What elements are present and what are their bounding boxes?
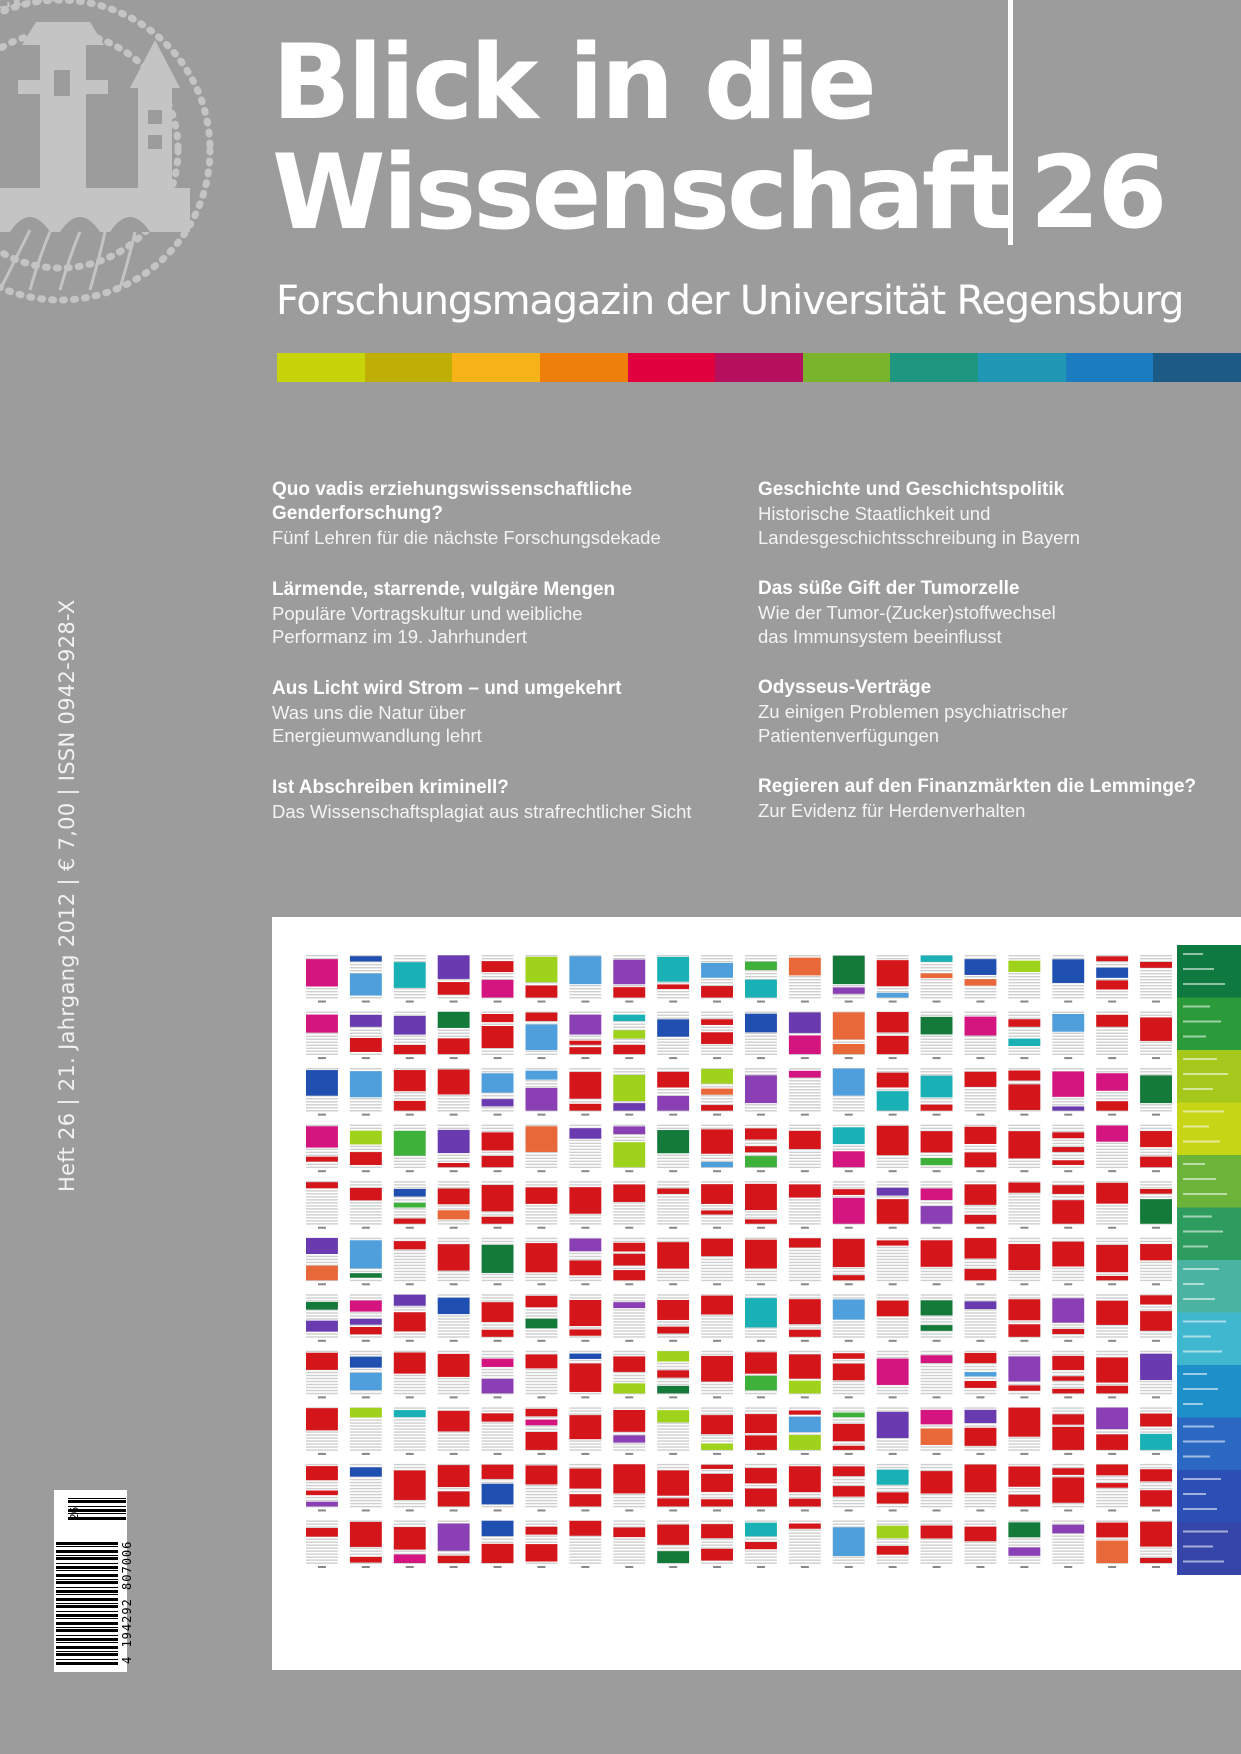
article-teaser[interactable]: Lärmende, starrende, vulgäre Mengen Popu… bbox=[272, 578, 742, 649]
barcode: 26 4 194292 807006 bbox=[54, 1490, 134, 1672]
title-divider bbox=[1008, 0, 1013, 245]
article-title: Das süße Gift der Tumorzelle bbox=[758, 578, 1020, 599]
source-color-legend bbox=[1177, 945, 1241, 1575]
article-subtitle: Populäre Vortragskultur und weibliche Pe… bbox=[272, 602, 583, 648]
cover-image-panel bbox=[272, 917, 1241, 1670]
color-bar bbox=[277, 353, 1241, 382]
magazine-subtitle: Forschungsmagazin der Universität Regens… bbox=[276, 278, 1184, 324]
color-bar-segment bbox=[539, 353, 628, 382]
article-teaser[interactable]: Aus Licht wird Strom – und umgekehrt Was… bbox=[272, 677, 742, 748]
university-seal-logo: GILLVM bbox=[0, 0, 214, 304]
article-subtitle: Wie der Tumor-(Zucker)stoffwechsel das I… bbox=[758, 602, 1056, 647]
issue-number: 26 bbox=[1030, 134, 1167, 251]
article-subtitle: Zur Evidenz für Herdenverhalten bbox=[758, 800, 1026, 821]
color-bar-segment bbox=[978, 353, 1066, 382]
barcode-digits: 4 194292 807006 bbox=[120, 1540, 134, 1664]
color-bar-segment bbox=[452, 353, 540, 382]
article-subtitle: Was uns die Natur über Energieumwandlung… bbox=[272, 701, 482, 747]
article-subtitle: Historische Staatlichkeit und Landesgesc… bbox=[758, 503, 1080, 548]
article-column-right: Geschichte und Geschichtspolitik Histori… bbox=[758, 478, 1228, 851]
article-title: Lärmende, starrende, vulgäre Mengen bbox=[272, 578, 616, 600]
color-bar-segment bbox=[364, 353, 453, 382]
barcode-addon-bars bbox=[68, 1498, 126, 1520]
masthead: Blick in die Wissenschaft bbox=[272, 23, 1013, 253]
color-bar-segment bbox=[802, 353, 891, 382]
color-bar-segment bbox=[1153, 353, 1241, 382]
seal-text: GILLVM bbox=[0, 0, 85, 23]
plagiarism-visualization-grid bbox=[306, 955, 1172, 1568]
article-subtitle: Zu einigen Problemen psychiatrischer Pat… bbox=[758, 701, 1068, 746]
article-teaser[interactable]: Ist Abschreiben kriminell? Das Wissensch… bbox=[272, 776, 742, 824]
article-title: Ist Abschreiben kriminell? bbox=[272, 776, 509, 798]
color-bar-segment bbox=[627, 353, 716, 382]
title-line-2: Wissenschaft bbox=[272, 133, 1013, 253]
issue-info-spine: Heft 26 | 21. Jahrgang 2012 | € 7,00 | I… bbox=[55, 599, 79, 1192]
article-teaser[interactable]: Regieren auf den Finanzmärkten die Lemmi… bbox=[758, 775, 1228, 823]
article-title: Aus Licht wird Strom – und umgekehrt bbox=[272, 677, 622, 699]
article-title: Regieren auf den Finanzmärkten die Lemmi… bbox=[758, 776, 1197, 797]
article-subtitle: Das Wissenschaftsplagiat aus strafrechtl… bbox=[272, 800, 692, 822]
article-teaser[interactable]: Quo vadis erziehungswissenschaftliche Ge… bbox=[272, 478, 742, 550]
article-teaser[interactable]: Das süße Gift der Tumorzelle Wie der Tum… bbox=[758, 577, 1228, 648]
article-title: Quo vadis erziehungswissenschaftliche Ge… bbox=[272, 479, 633, 524]
article-teaser[interactable]: Geschichte und Geschichtspolitik Histori… bbox=[758, 478, 1228, 549]
color-bar-segment bbox=[890, 353, 979, 382]
article-column-left: Quo vadis erziehungswissenschaftliche Ge… bbox=[272, 478, 742, 851]
article-subtitle: Fünf Lehren für die nächste Forschungsde… bbox=[272, 527, 661, 548]
article-title: Geschichte und Geschichtspolitik bbox=[758, 479, 1065, 500]
barcode-addon-digits: 26 bbox=[68, 1506, 81, 1520]
title-line-1: Blick in die bbox=[272, 23, 877, 143]
color-bar-segment bbox=[715, 353, 803, 382]
barcode-main-bars bbox=[56, 1542, 118, 1665]
article-teaser[interactable]: Odysseus-Verträge Zu einigen Problemen p… bbox=[758, 676, 1228, 747]
color-bar-segment bbox=[1065, 353, 1154, 382]
color-bar-segment bbox=[277, 353, 365, 382]
article-title: Odysseus-Verträge bbox=[758, 677, 932, 698]
